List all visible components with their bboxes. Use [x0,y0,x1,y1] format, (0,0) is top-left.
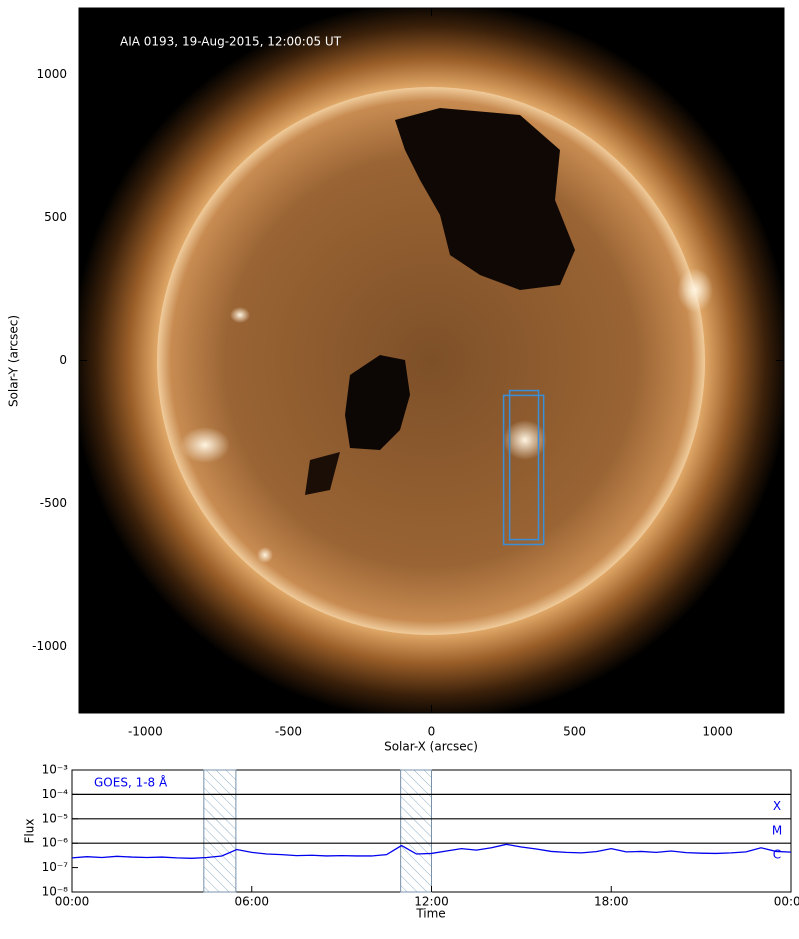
y-tick-label: 10⁻⁵ [42,811,69,825]
y-tick-label: -500 [40,496,67,510]
x-tick-label: 00:00 [55,895,90,909]
x-tick-label: 12:00 [414,895,449,909]
image-annotation: AIA 0193, 19-Aug-2015, 12:00:05 UT [120,35,342,49]
y-tick-label: 500 [44,210,67,224]
x-tick-label: -1000 [128,725,163,739]
x-tick-label: 18:00 [594,895,629,909]
shaded-interval [203,769,237,893]
flare-class-label: C [773,848,781,862]
flare-class-label: M [772,823,782,837]
x-tick-label: 1000 [702,725,733,739]
x-tick-label: 500 [563,725,586,739]
region-box [508,389,540,541]
x-tick-label: 06:00 [234,895,269,909]
region-box [502,394,545,546]
x-tick-label: -500 [275,725,302,739]
x-axis-label: Solar-X (arcsec) [384,740,478,754]
legend-label: GOES, 1-8 Å [94,775,168,790]
y-tick-label: 10⁻⁸ [42,885,69,899]
flare-class-label: X [773,799,781,813]
y-axis-label: Solar-Y (arcsec) [7,315,21,407]
y-tick-label: 1000 [36,67,67,81]
solar-image [79,8,784,713]
y-axis-label: Flux [23,819,37,844]
y-tick-label: 0 [59,353,67,367]
y-tick-label: -1000 [32,639,67,653]
x-axis-label: Time [415,907,445,921]
x-tick-label: 00:00 [774,895,799,909]
y-tick-label: 10⁻⁴ [42,787,69,801]
y-tick-label: 10⁻³ [42,763,69,777]
shaded-interval [400,769,432,893]
y-tick-label: 10⁻⁷ [42,860,69,874]
y-tick-label: 10⁻⁶ [42,836,69,850]
x-tick-label: 0 [428,725,436,739]
flux-line [71,843,792,859]
